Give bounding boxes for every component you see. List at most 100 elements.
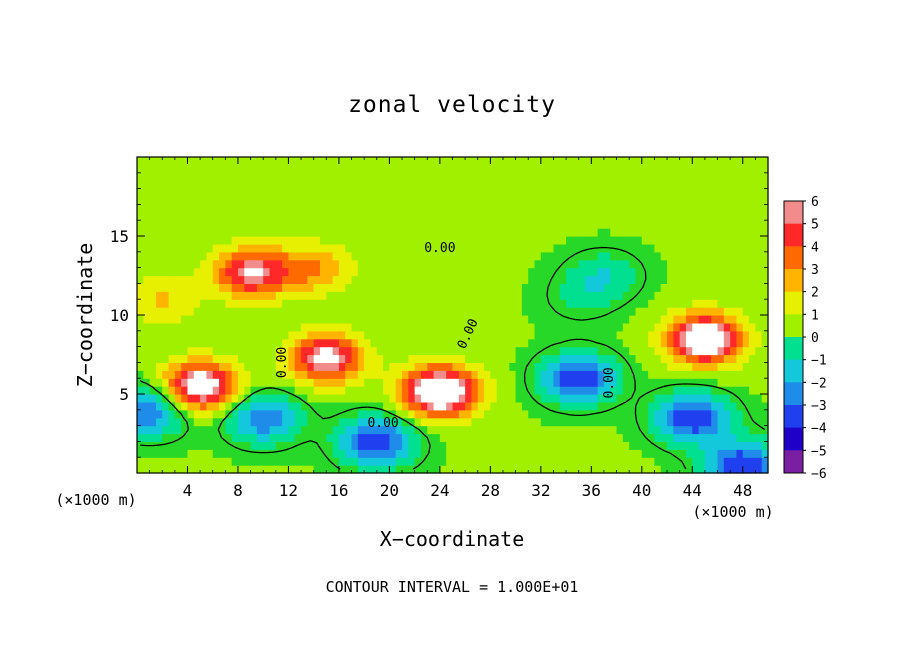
heatmap-cell — [477, 378, 485, 387]
heatmap-cell — [547, 164, 555, 174]
heatmap-cell — [269, 243, 277, 253]
heatmap-cell — [383, 330, 390, 340]
heatmap-cell — [597, 196, 605, 205]
heatmap-cell — [667, 188, 674, 198]
heatmap-cell — [635, 409, 643, 419]
heatmap-cell — [502, 409, 510, 419]
heatmap-cell — [206, 307, 214, 316]
heatmap-cell — [256, 401, 264, 411]
heatmap-cell — [704, 157, 712, 166]
heatmap-cell — [439, 370, 447, 379]
heatmap-cell — [591, 370, 599, 379]
heatmap-cell — [673, 330, 681, 340]
heatmap-cell — [667, 330, 674, 340]
heatmap-cell — [357, 441, 365, 450]
heatmap-cell — [471, 354, 479, 363]
heatmap-cell — [484, 354, 491, 363]
heatmap-cell — [237, 354, 245, 363]
heatmap-cell — [250, 283, 258, 292]
heatmap-cell — [187, 346, 195, 356]
heatmap-cell — [414, 180, 422, 190]
heatmap-cell — [187, 394, 195, 403]
heatmap-cell — [553, 283, 561, 292]
heatmap-cell — [231, 212, 239, 221]
heatmap-cell — [155, 346, 163, 356]
heatmap-cell — [332, 465, 340, 474]
heatmap-cell — [219, 275, 226, 284]
heatmap-cell — [137, 228, 144, 237]
heatmap-cell — [301, 212, 308, 221]
heatmap-cell — [427, 409, 435, 419]
heatmap-cell — [168, 401, 176, 411]
heatmap-cell — [446, 346, 454, 356]
heatmap-cell — [307, 180, 315, 190]
heatmap-cell — [515, 449, 523, 458]
heatmap-cell — [742, 338, 750, 348]
heatmap-cell — [578, 386, 586, 395]
heatmap-cell — [294, 212, 302, 221]
heatmap-cell — [490, 204, 498, 213]
heatmap-cell — [452, 401, 460, 411]
heatmap-cell — [370, 299, 378, 308]
heatmap-cell — [749, 188, 756, 198]
heatmap-cell — [326, 212, 334, 221]
heatmap-cell — [174, 425, 182, 435]
heatmap-cell — [155, 307, 163, 316]
heatmap-cell — [263, 362, 271, 371]
heatmap-cell — [231, 275, 239, 284]
heatmap-cell — [351, 196, 359, 205]
heatmap-cell — [610, 251, 618, 261]
heatmap-cell — [168, 315, 176, 324]
heatmap-cell — [698, 330, 706, 340]
heatmap-cell — [477, 196, 485, 205]
heatmap-cell — [332, 204, 340, 213]
heatmap-cell — [206, 433, 214, 442]
heatmap-cell — [685, 346, 693, 356]
heatmap-cell — [237, 291, 245, 300]
heatmap-cell — [174, 362, 182, 371]
heatmap-cell — [427, 330, 435, 340]
heatmap-cell — [288, 259, 296, 269]
heatmap-cell — [597, 267, 605, 277]
heatmap-cell — [326, 228, 334, 237]
heatmap-cell — [364, 425, 372, 435]
heatmap-cell — [711, 370, 719, 379]
heatmap-cell — [509, 307, 517, 316]
heatmap-cell — [704, 275, 712, 284]
heatmap-cell — [591, 346, 599, 356]
heatmap-cell — [351, 417, 359, 427]
heatmap-cell — [528, 457, 536, 466]
heatmap-cell — [395, 330, 403, 340]
heatmap-cell — [244, 315, 252, 324]
zero-contour-segment — [309, 405, 312, 408]
heatmap-cell — [465, 283, 473, 292]
heatmap-cell — [307, 259, 315, 269]
heatmap-cell — [187, 188, 195, 198]
zero-contour-segment — [588, 247, 595, 250]
heatmap-cell — [439, 338, 447, 348]
heatmap-cell — [572, 409, 580, 419]
heatmap-cell — [288, 172, 296, 182]
heatmap-cell — [174, 386, 182, 395]
heatmap-cell — [376, 204, 384, 213]
heatmap-cell — [452, 291, 460, 300]
heatmap-cell — [547, 338, 555, 348]
heatmap-cell — [420, 204, 428, 213]
heatmap-cell — [174, 441, 182, 450]
heatmap-cell — [471, 417, 479, 427]
heatmap-cell — [452, 251, 460, 261]
heatmap-cell — [572, 338, 580, 348]
heatmap-cell — [149, 449, 157, 458]
heatmap-cell — [458, 299, 466, 308]
heatmap-cell — [465, 236, 473, 245]
heatmap-cell — [597, 409, 605, 419]
heatmap-cell — [534, 370, 542, 379]
heatmap-cell — [484, 243, 491, 253]
heatmap-cell — [414, 259, 422, 269]
heatmap-cell — [540, 354, 548, 363]
heatmap-cell — [515, 354, 523, 363]
heatmap-cell — [427, 228, 435, 237]
heatmap-cell — [439, 386, 447, 395]
heatmap-cell — [616, 212, 624, 221]
heatmap-cell — [528, 291, 536, 300]
